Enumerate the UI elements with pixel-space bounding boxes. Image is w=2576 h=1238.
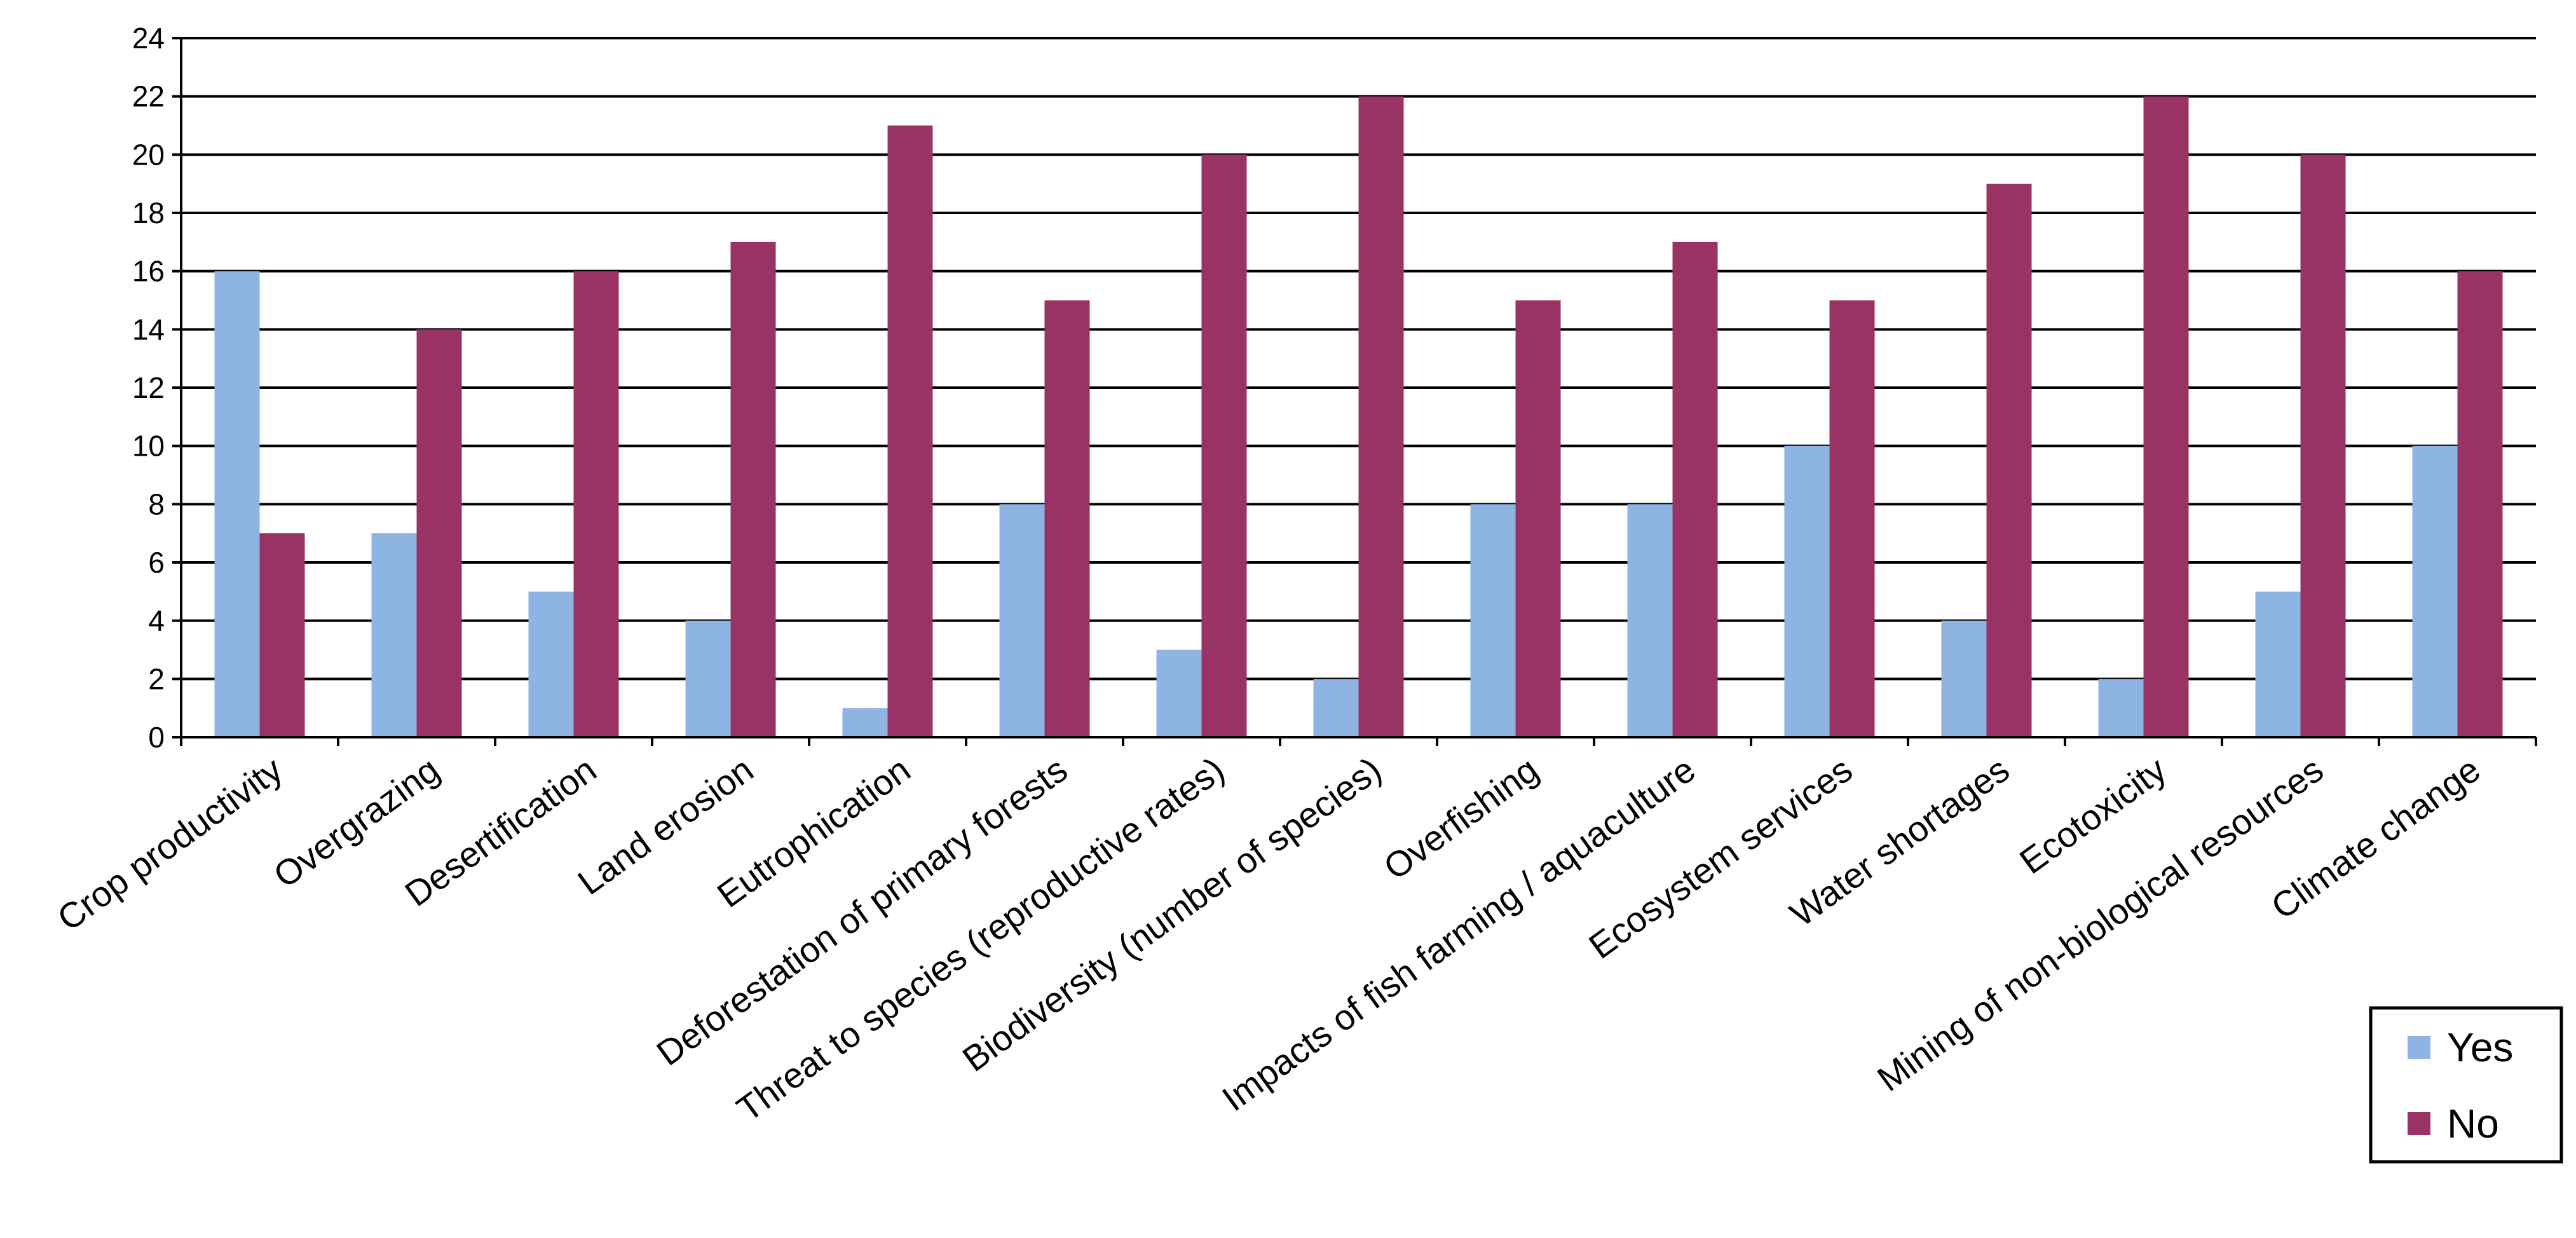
y-tick-label: 6 — [148, 546, 165, 579]
bar-no — [1986, 184, 2032, 738]
bar-yes — [1313, 679, 1359, 737]
bar-no — [1201, 154, 1247, 738]
legend-swatch-no — [2408, 1112, 2430, 1135]
bar-no — [1515, 300, 1561, 737]
y-tick-label: 20 — [132, 138, 165, 171]
x-category-label: Ecotoxicity — [2012, 749, 2174, 881]
y-tick-label: 0 — [148, 721, 165, 754]
bar-yes — [842, 708, 888, 737]
y-tick-label: 18 — [132, 196, 165, 229]
bar-no — [1044, 300, 1090, 737]
bar-yes — [685, 620, 731, 737]
bar-yes — [2098, 679, 2144, 737]
bars — [214, 96, 2503, 738]
x-axis-labels: Crop productivityOvergrazingDesertificat… — [50, 749, 2488, 1129]
bar-yes — [999, 504, 1045, 737]
legend-swatch-yes — [2408, 1036, 2430, 1059]
bar-yes — [528, 591, 574, 737]
bar-yes — [1470, 504, 1516, 737]
bar-no — [416, 329, 462, 737]
bar-yes — [214, 271, 260, 738]
bar-no — [259, 533, 305, 737]
y-tick-label: 2 — [148, 662, 165, 695]
y-tick-label: 14 — [132, 313, 165, 346]
bar-no — [1358, 96, 1404, 737]
bar-yes — [371, 533, 417, 737]
legend-label-yes: Yes — [2447, 1024, 2513, 1070]
x-category-label: Ecosystem services — [1581, 749, 1859, 967]
bar-yes — [1941, 620, 1987, 737]
bar-no — [887, 125, 933, 737]
y-tick-label: 22 — [132, 80, 165, 113]
y-tick-label: 12 — [132, 371, 165, 404]
bar-yes — [2412, 446, 2458, 737]
bar-no — [1672, 241, 1718, 737]
legend-label-no: No — [2447, 1101, 2499, 1146]
bar-no — [573, 271, 619, 738]
x-category-label: Crop productivity — [50, 749, 290, 939]
bar-no — [730, 241, 776, 737]
bar-no — [2300, 154, 2346, 738]
bar-no — [2143, 96, 2189, 737]
bar-no — [1829, 300, 1875, 737]
y-tick-label: 10 — [132, 430, 165, 463]
bar-yes — [2255, 591, 2301, 737]
bar-yes — [1627, 504, 1673, 737]
legend: Yes No — [2369, 1006, 2563, 1164]
bar-no — [2457, 271, 2503, 738]
y-tick-label: 4 — [148, 604, 165, 637]
y-tick-label: 8 — [148, 487, 165, 520]
bar-yes — [1156, 650, 1202, 737]
y-tick-label: 24 — [132, 22, 165, 55]
bar-yes — [1784, 446, 1830, 737]
y-tick-label: 16 — [132, 255, 165, 288]
legend-box — [2369, 1006, 2563, 1164]
